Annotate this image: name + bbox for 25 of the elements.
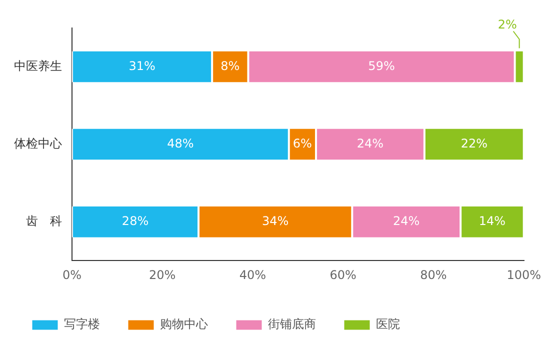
x-tick-label: 40% <box>239 268 266 282</box>
data-label: 6% <box>292 136 312 150</box>
data-label: 24% <box>393 214 420 228</box>
y-tick-label: 体检中心 <box>14 136 62 150</box>
data-label: 14% <box>478 214 506 228</box>
y-tick-label: 中医养生 <box>14 58 62 73</box>
x-tick-label: 100% <box>506 268 542 282</box>
data-label: 48% <box>167 136 194 150</box>
legend-label: 医院 <box>376 317 400 332</box>
y-tick-label: 齿 科 <box>26 214 62 228</box>
x-tick-label: 0% <box>62 268 82 282</box>
x-tick-label: 60% <box>330 268 356 282</box>
x-tick-label: 80% <box>420 268 447 282</box>
data-label: 28% <box>122 214 149 228</box>
data-label: 8% <box>220 58 240 73</box>
data-label: 2% <box>498 17 517 32</box>
legend-label: 写字楼 <box>64 317 100 332</box>
x-tick-label: 20% <box>149 268 176 282</box>
data-label: 59% <box>368 58 395 73</box>
legend-label: 购物中心 <box>160 317 208 332</box>
data-label: 24% <box>356 136 384 150</box>
legend-label: 街铺底商 <box>268 317 316 332</box>
data-label: 31% <box>128 58 156 73</box>
data-label: 34% <box>262 214 289 228</box>
data-label: 22% <box>460 136 488 150</box>
